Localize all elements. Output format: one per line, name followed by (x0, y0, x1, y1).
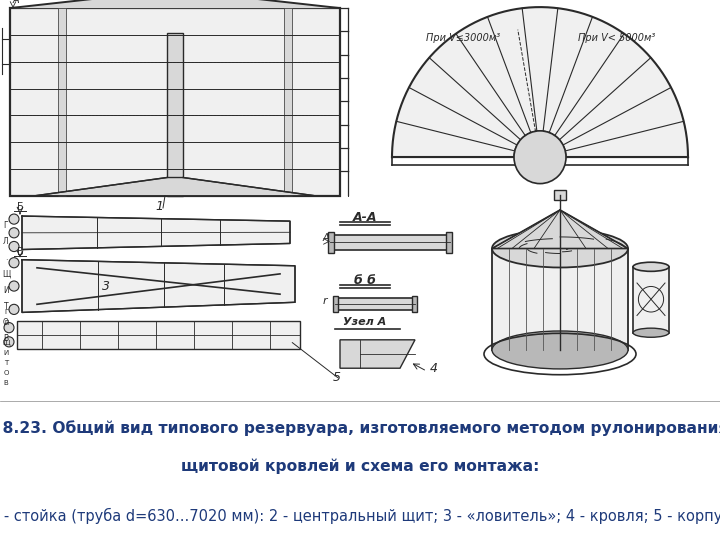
Text: Т: Т (4, 360, 8, 366)
Text: Щ: Щ (2, 340, 10, 346)
Circle shape (4, 322, 14, 333)
Text: В: В (4, 334, 9, 343)
Text: r: r (323, 296, 328, 306)
Circle shape (9, 214, 19, 224)
Text: А-А: А-А (353, 211, 377, 224)
Circle shape (9, 305, 19, 314)
Text: Л: Л (4, 320, 9, 326)
Bar (333, 296, 338, 313)
Circle shape (514, 131, 566, 184)
Bar (330, 235, 450, 249)
Text: .: . (5, 330, 7, 336)
Text: Т: Т (4, 302, 9, 311)
Polygon shape (35, 178, 315, 196)
Circle shape (4, 337, 14, 347)
Ellipse shape (633, 328, 669, 338)
Bar (328, 232, 334, 253)
Text: 1 - стойка (труба d=630...7020 мм): 2 - центральный щит; 3 - «ловитель»; 4 - кро: 1 - стойка (труба d=630...7020 мм): 2 - … (0, 508, 720, 524)
Text: 1: 1 (155, 200, 163, 213)
Text: Л: Л (3, 237, 9, 246)
Text: И: И (3, 286, 9, 295)
Polygon shape (22, 216, 290, 249)
Text: Г: Г (4, 309, 8, 315)
Bar (446, 232, 452, 253)
Text: 5: 5 (333, 372, 341, 384)
Circle shape (9, 281, 19, 291)
Text: При V≤3000м³: При V≤3000м³ (426, 33, 500, 44)
Polygon shape (22, 260, 295, 313)
Polygon shape (392, 7, 688, 157)
Text: Щ: Щ (2, 269, 10, 279)
Text: 4: 4 (430, 362, 438, 375)
Text: щитовой кровлей и схема его монтажа:: щитовой кровлей и схема его монтажа: (181, 458, 539, 474)
Text: О: О (4, 370, 9, 376)
Bar (167, 33, 183, 196)
Ellipse shape (633, 262, 669, 271)
Polygon shape (10, 0, 340, 8)
Text: б б: б б (354, 274, 376, 287)
Bar (412, 296, 417, 313)
Bar (492, 248, 628, 350)
Text: 3: 3 (102, 280, 110, 293)
Text: И: И (4, 350, 9, 356)
Text: 2: 2 (536, 165, 544, 179)
Ellipse shape (492, 230, 628, 267)
Bar (633, 267, 669, 333)
Polygon shape (492, 210, 628, 248)
Bar (284, 8, 292, 196)
Circle shape (9, 241, 19, 252)
Polygon shape (340, 340, 415, 368)
Text: В: В (4, 381, 9, 387)
Text: Б: Б (17, 202, 23, 212)
Bar (335, 298, 415, 310)
Text: А: А (323, 233, 330, 244)
Ellipse shape (492, 331, 628, 369)
Text: .: . (5, 253, 7, 262)
Text: Б: Б (17, 247, 23, 256)
Circle shape (9, 228, 19, 238)
Text: О: О (3, 318, 9, 327)
Circle shape (9, 258, 19, 268)
Text: Рис. 8.23. Общий вид типового резервуара, изготовляемого методом рулонирования, : Рис. 8.23. Общий вид типового резервуара… (0, 421, 720, 436)
Bar (554, 190, 566, 200)
Bar (17, 321, 300, 349)
Text: Г: Г (4, 221, 9, 230)
Bar (10, 8, 340, 196)
Text: A: A (13, 0, 19, 5)
Bar (58, 8, 66, 196)
Text: При V< 5000м³: При V< 5000м³ (578, 33, 656, 44)
Text: Узел А: Узел А (343, 316, 387, 327)
